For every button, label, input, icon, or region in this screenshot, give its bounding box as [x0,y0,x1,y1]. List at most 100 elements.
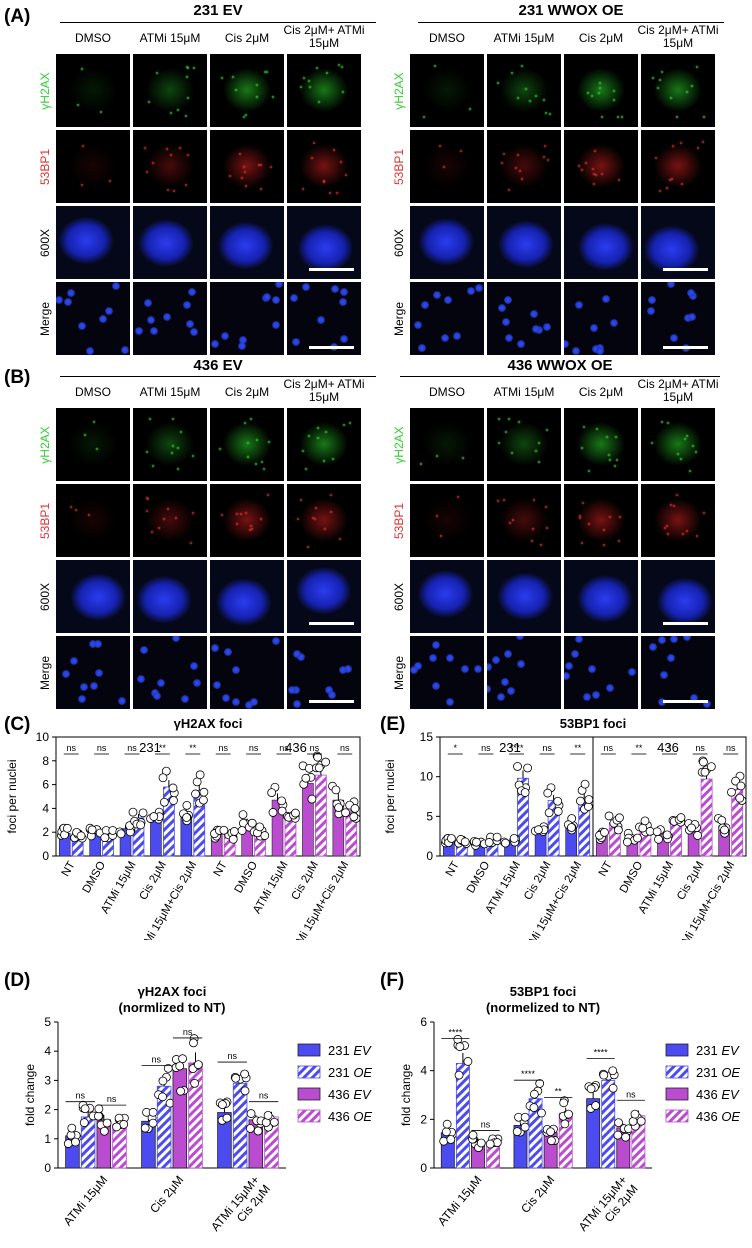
y-axis-label: fold change [399,1064,413,1126]
x-tick-label: DMSO [618,859,646,895]
legend-swatch [665,1065,689,1079]
legend-swatch [297,1065,321,1079]
data-point [260,831,270,840]
micrograph-tile [133,484,207,557]
data-point [229,827,239,836]
data-point [613,1130,623,1140]
y-tick-label: 2 [44,1103,51,1117]
data-point [537,1108,546,1118]
legend-swatch [297,1109,321,1123]
panel-b-right-line [400,376,720,377]
sig-label: ns [310,743,320,753]
data-point [195,770,205,780]
data-point [268,808,278,817]
sig-label: * [668,743,672,753]
chart-subtitle: (normlized to NT) [119,1000,226,1015]
data-point [628,1116,638,1126]
data-point [454,1070,464,1080]
data-point [662,830,672,840]
legend-swatch [665,1043,689,1057]
data-point [116,829,126,839]
row-label-a-right-3: Merge [392,302,406,337]
x-tick-label: ATMi 15μM [435,1173,485,1229]
micrograph-tile [564,636,638,709]
bar-1 [232,1082,248,1169]
data-point [175,1061,185,1071]
data-point [615,813,624,823]
col-header-b-right-0: DMSO [429,385,465,399]
data-point [735,793,745,803]
y-axis-label: fold change [23,1064,37,1126]
panel-b-left-line [60,376,376,377]
micrograph-tile [287,408,361,481]
bar-1 [601,1080,616,1169]
sig-label: ** [189,743,197,753]
micrograph-tile [410,206,484,279]
data-point [76,831,86,841]
data-point [168,783,178,793]
data-point [255,822,265,832]
chart-c: γH2AX foci 231 436 0 2 4 6 8 10 foci per nuclei ns… [5,716,361,940]
data-point [219,825,229,835]
bar-0 [141,1120,156,1169]
micrograph-tile [210,560,284,633]
panel-a-right-title: 231 WWOX OE [518,2,624,19]
data-point [350,804,360,813]
data-point [599,1070,609,1080]
data-point [169,796,178,805]
micrograph-tile [641,636,715,709]
micrograph-tile [410,282,484,355]
data-point [727,787,736,797]
row-label-b-left-0: γH2AX [38,426,52,464]
panel-f-label: (F) [380,970,405,991]
data-point [576,796,585,806]
bar-ev [150,820,162,857]
micrograph-tile [210,206,284,279]
sig-label: * [454,743,458,753]
data-point [676,813,686,822]
micrograph-tile [210,54,284,127]
micrograph-tile [56,206,130,279]
panel-a-left-title: 231 EV [193,2,243,19]
micrograph-tile [487,54,561,127]
data-point [476,1138,486,1148]
chart-title: γH2AX foci [138,984,207,999]
data-point [580,779,590,789]
micrograph-tile [210,282,284,355]
data-point [654,834,663,844]
x-tick-label: NT [444,860,462,879]
data-point [67,1123,77,1133]
micrograph-tile [287,636,361,709]
x-tick-label: Cis 2μM [137,860,169,903]
micrograph-tile [287,484,361,557]
data-point [341,808,350,818]
sig-label: ns [340,743,350,753]
data-point [636,1116,646,1126]
x-tick-label: DMSO [233,859,261,895]
micrograph-tile [487,206,561,279]
data-point [455,1042,465,1052]
data-point [301,773,311,783]
data-point [439,1136,449,1146]
sig-label: ** [555,1086,563,1096]
data-point [62,823,72,833]
data-point [699,757,708,767]
sig-label: ns [76,1091,86,1101]
data-point [99,1126,109,1136]
micrograph-tile [641,54,715,127]
chart-title: 53BP1 foci [510,984,576,999]
data-point [87,825,97,835]
legend-label: 231 EV [696,1043,740,1058]
data-point [222,1113,232,1123]
data-point [492,1138,502,1147]
micrograph-tile [287,282,361,355]
data-point [509,834,519,843]
col-header-a-left-3: Cis 2μM+ ATMi 15μM [283,23,365,50]
y-tick-label: 0 [426,849,433,863]
data-point [586,1084,596,1094]
sig-label: ** [574,743,582,753]
x-tick-label: NT [212,860,230,879]
panel-b-left-title: 436 EV [193,357,243,374]
data-point [148,1118,158,1128]
y-tick-label: 6 [420,1015,427,1029]
